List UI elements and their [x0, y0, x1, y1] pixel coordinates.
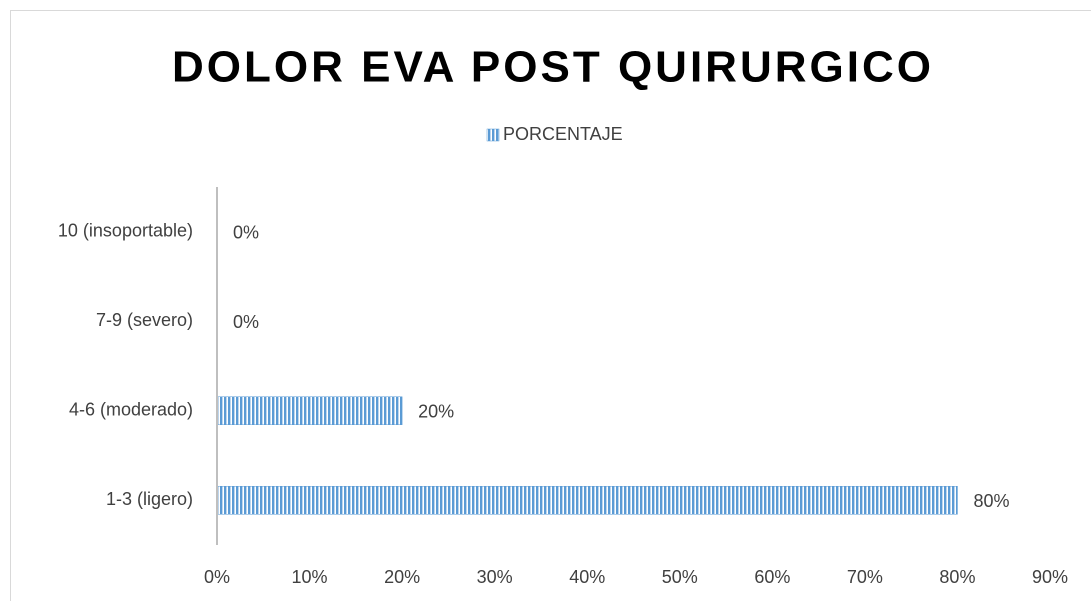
- chart-frame: [10, 10, 1091, 601]
- x-tick-label: 50%: [662, 567, 698, 587]
- x-tick-label: 40%: [569, 567, 605, 587]
- value-label: 80%: [973, 491, 1009, 511]
- bar: [216, 486, 958, 515]
- value-label: 0%: [233, 312, 259, 332]
- x-tick-label: 70%: [847, 567, 883, 587]
- x-tick-label: 20%: [384, 567, 420, 587]
- x-tick-label: 80%: [939, 567, 975, 587]
- x-tick-label: 10%: [292, 567, 328, 587]
- x-tick-label: 90%: [1032, 567, 1068, 587]
- legend-swatch: [486, 128, 500, 142]
- value-label: 0%: [233, 223, 259, 243]
- bar: [216, 396, 403, 425]
- legend-label: PORCENTAJE: [503, 124, 623, 144]
- y-tick-label: 4-6 (moderado): [69, 400, 193, 420]
- y-tick-label: 1-3 (ligero): [106, 489, 193, 509]
- chart-title: DOLOR EVA POST QUIRURGICO: [172, 43, 934, 92]
- x-tick-label: 60%: [754, 567, 790, 587]
- x-tick-label: 30%: [477, 567, 513, 587]
- value-label: 20%: [418, 402, 454, 422]
- x-tick-label: 0%: [204, 567, 230, 587]
- y-tick-label: 10 (insoportable): [58, 221, 193, 241]
- y-tick-label: 7-9 (severo): [96, 310, 193, 330]
